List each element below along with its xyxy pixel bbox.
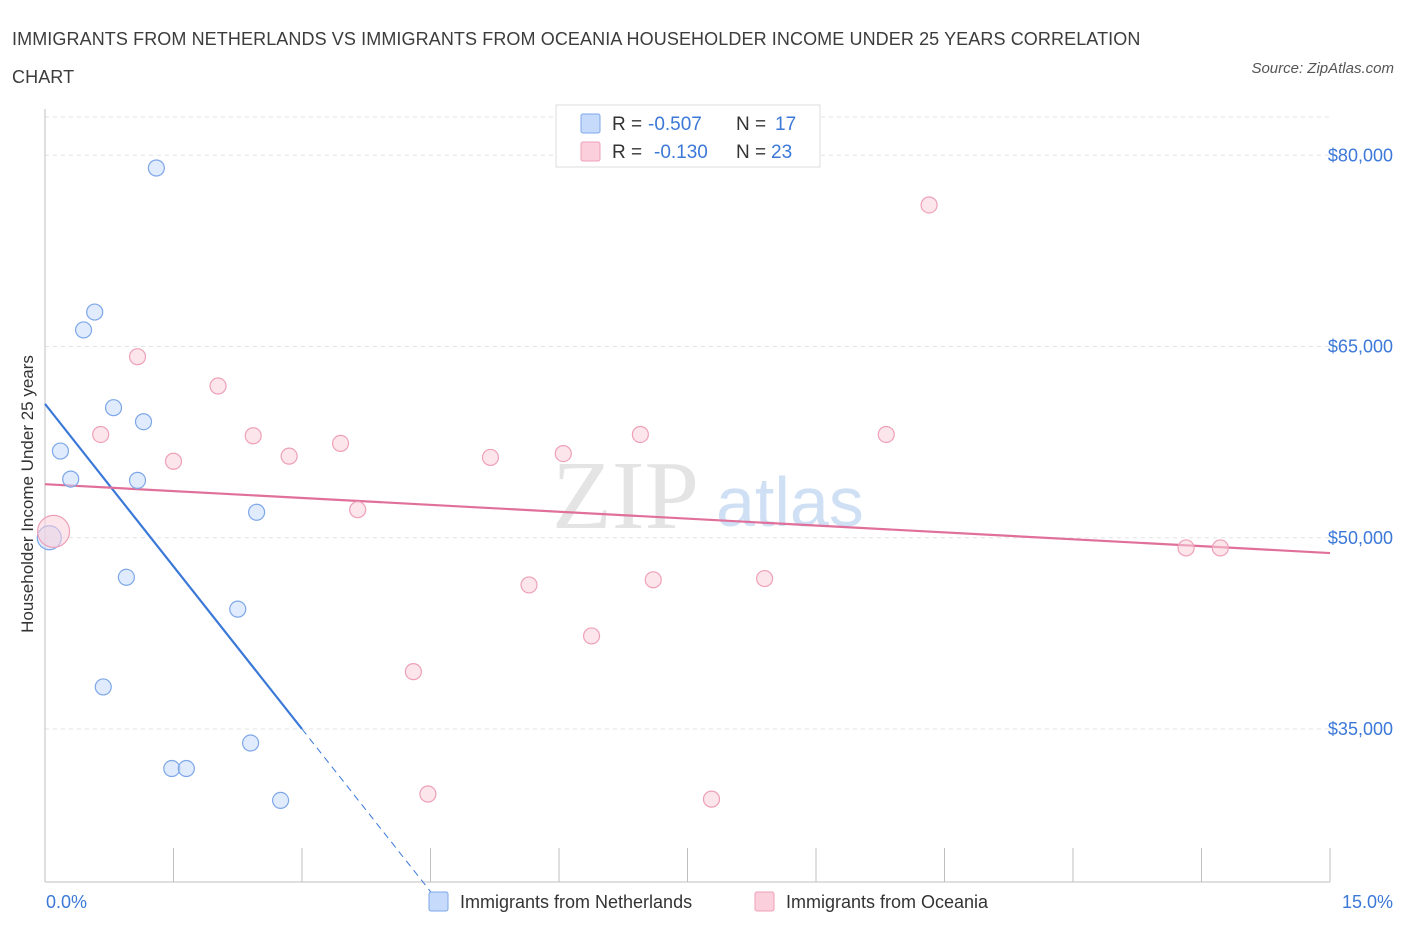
legend-n-value-netherlands: 17 [775,114,796,135]
x-tick-label-min: 0.0% [46,892,87,912]
point-oceania [877,425,895,444]
point-oceania [349,501,367,519]
legend-r-value-netherlands: -0.507 [648,114,702,135]
y-tick-label: $65,000 [1328,337,1393,357]
point-oceania [36,514,71,548]
legend-n-value-oceania: 23 [771,142,792,163]
point-oceania [631,425,649,444]
point-oceania [1177,539,1195,557]
point-oceania [164,452,183,470]
legend-r-value-oceania: -0.130 [654,142,708,163]
point-oceania [644,571,662,589]
y-tick-label: $35,000 [1328,719,1393,739]
point-netherlands [163,759,181,778]
legend-r-label: R = [612,114,642,135]
x-tick-label-max: 15.0% [1342,892,1393,912]
point-netherlands [117,568,135,586]
point-oceania [554,445,572,463]
point-netherlands [62,470,80,488]
legend-n-label: N = [736,142,766,163]
point-oceania [481,448,500,467]
legend-label-oceania: Immigrants from Oceania [786,892,989,912]
y-axis-label: Householder Income Under 25 years [18,355,37,633]
point-netherlands [74,321,93,339]
point-netherlands [177,759,195,778]
point-oceania [1211,539,1229,557]
trend-line-netherlands-extension [301,728,440,903]
point-oceania [755,569,774,588]
legend-n-label: N = [736,114,766,135]
point-oceania [419,785,437,803]
trend-line-netherlands [44,403,303,730]
legend-r-label: R = [612,142,642,163]
series-legend: Immigrants from Netherlands Immigrants f… [428,891,989,912]
y-tick-label: $80,000 [1328,145,1393,165]
point-netherlands [271,791,290,810]
point-oceania [244,427,262,445]
point-netherlands [104,399,123,417]
point-netherlands [51,442,70,460]
point-oceania [128,348,147,366]
legend-swatch-netherlands [580,113,601,134]
point-netherlands [242,734,260,752]
legend-swatch-oceania [580,141,601,162]
point-netherlands [147,159,165,177]
axes: $35,000 $50,000 $65,000 $80,000 [44,109,1393,883]
data-points [36,159,1229,810]
correlation-legend: R = -0.507 N = 17 R = -0.130 N = 23 [555,104,821,168]
trend-lines [44,403,1331,903]
legend-swatch-netherlands [428,891,449,912]
gridlines [45,116,1330,730]
trend-line-oceania [44,483,1331,555]
legend-label-netherlands: Immigrants from Netherlands [460,892,692,912]
point-netherlands [134,413,153,431]
point-netherlands [247,503,266,521]
point-netherlands [128,471,147,489]
point-oceania [582,627,601,645]
point-netherlands [86,303,104,321]
legend-swatch-oceania [754,891,775,912]
point-netherlands [94,678,112,696]
source-label: Source: ZipAtlas.com [1251,60,1394,77]
point-oceania [331,434,350,452]
point-oceania [920,196,938,214]
point-oceania [520,576,538,594]
point-oceania [702,790,721,808]
watermark-atlas: atlas [716,463,864,541]
watermark-zip: ZIP [552,442,699,550]
point-oceania [209,377,227,395]
chart-title: IMMIGRANTS FROM NETHERLANDS VS IMMIGRANT… [12,29,1141,87]
point-oceania [92,425,110,444]
point-oceania [404,663,422,681]
y-tick-label: $50,000 [1328,528,1393,548]
point-oceania [280,447,298,465]
point-netherlands [229,600,247,618]
